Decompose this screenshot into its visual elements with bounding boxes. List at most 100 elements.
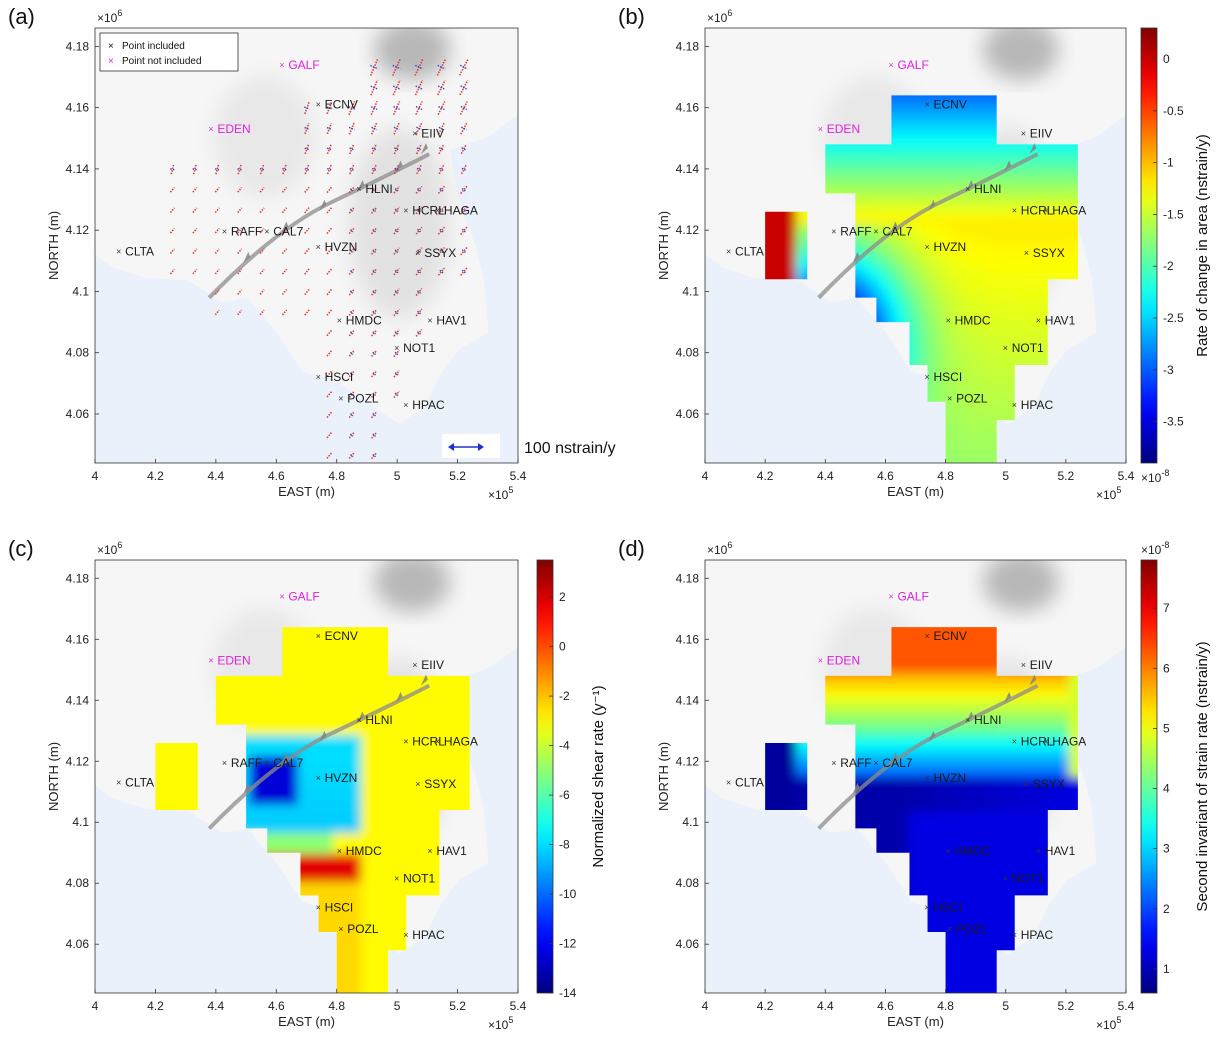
mountain-shade [374,560,451,612]
station-label: HAGA [1052,203,1086,217]
station-label: RAFF [840,225,871,239]
strain-compression-axis [214,309,220,316]
strain-compression-axis [393,308,400,317]
strain-compression-axis [437,101,446,115]
station-label: EDEN [217,122,250,136]
strain-compression-axis [459,101,468,115]
station-marker: × [403,205,408,215]
strain-extension-axis [439,187,444,192]
strain-compression-axis [415,185,423,194]
strain-compression-axis [214,248,220,254]
colorbar-label: Rate of change in area (nstrain/y) [1194,134,1211,357]
station-label: HSCI [934,370,963,384]
strain-extension-axis [417,290,422,294]
strain-compression-axis [281,186,288,193]
x-tick-label: 5.4 [1118,469,1135,483]
station-marker: × [1021,129,1026,139]
station-label: ECNV [325,629,358,643]
strain-compression-axis [371,143,378,155]
strain-extension-axis [372,331,377,335]
x-tick-label: 5.2 [1058,469,1075,483]
strain-compression-axis [348,370,355,378]
strain-compression-axis [259,289,265,295]
strain-compression-axis [349,164,355,175]
station-label: HPAC [412,928,445,942]
strain-extension-axis [439,269,444,274]
strain-extension-axis [461,269,466,274]
x-tick-label: 4.6 [268,999,285,1013]
x-tick-label: 4.4 [208,999,225,1013]
y-tick-label: 4.12 [676,754,700,768]
x-tick-label: 4.2 [757,469,774,483]
fault-triangle [420,674,428,686]
fault-line [817,152,1039,300]
strain-compression-axis [304,143,310,155]
fault-triangle [852,782,860,794]
y-tick-label: 4.08 [676,876,700,890]
station-label: HAGA [444,203,478,217]
station-marker: × [946,846,951,856]
strain-compression-axis [326,452,333,459]
station-marker: × [1043,736,1048,746]
strain-extension-axis [349,351,354,356]
station-label: HLNI [974,713,1001,727]
station-marker: × [818,656,823,666]
strain-compression-axis [326,143,332,155]
station-label: HMDC [346,844,382,858]
station-label: RAFF [840,756,871,770]
strain-extension-axis [459,64,468,70]
station-marker: × [435,736,440,746]
strain-extension-axis [237,168,243,171]
strain-compression-axis [214,207,220,214]
strain-compression-axis [371,164,377,175]
strain-extension-axis [372,249,377,253]
strain-compression-axis [237,248,243,254]
station-label: HVZN [325,771,358,785]
station-label: HMDC [346,314,382,328]
station-label: NOT1 [403,341,435,355]
station-label: HVZN [934,771,967,785]
station-label: CLTA [735,245,764,259]
station-label: SSYX [424,777,456,791]
strain-glyphs [169,58,469,460]
fault-triangle [890,752,898,764]
panel-2: × ECNV× EIIV× HLNI× HCRL× HAGA× RAFF × CAL7× HVZN… [8,536,607,1032]
strain-compression-axis [460,143,468,155]
x-tick-label: 4.8 [328,469,345,483]
axes-frame [704,27,1127,464]
strain-extension-axis [438,105,445,111]
station-marker: × [888,60,893,70]
strain-compression-axis [326,350,333,357]
strain-compression-axis [326,164,332,175]
y-tick-label: 4.06 [676,937,700,951]
strain-compression-axis [393,186,400,194]
strain-compression-axis [304,227,310,234]
strain-extension-axis [326,106,333,110]
axes-frame [704,559,1127,994]
strain-compression-axis [370,247,378,255]
y-tick-label: 4.16 [66,632,90,646]
x-tick-label: 5 [1002,469,1009,483]
strain-compression-axis [259,227,265,234]
panel-label: (b) [618,4,645,29]
strain-compression-axis [348,288,355,296]
station-label: HCRL [412,734,445,748]
strain-extension-axis [416,126,422,131]
fault-triangle [852,251,860,263]
colorbar-tick-label: -8 [559,838,570,852]
colorbar-tick-label: 2 [1163,902,1170,916]
y-tick-label: 4.18 [676,571,700,585]
strain-compression-axis [214,268,220,275]
y-exponent: ×106 [97,540,122,557]
colorbar-tick-label: 0 [559,640,566,654]
x-tick-label: 5.2 [449,469,466,483]
station-marker: × [831,758,836,768]
strain-compression-axis [348,206,355,214]
y-tick-label: 4.12 [66,223,90,237]
strain-compression-axis [370,100,378,116]
land [95,28,518,424]
strain-compression-axis [237,309,243,316]
colorbar-tick-label: -10 [559,887,577,901]
x-tick-label: 5 [394,999,401,1013]
